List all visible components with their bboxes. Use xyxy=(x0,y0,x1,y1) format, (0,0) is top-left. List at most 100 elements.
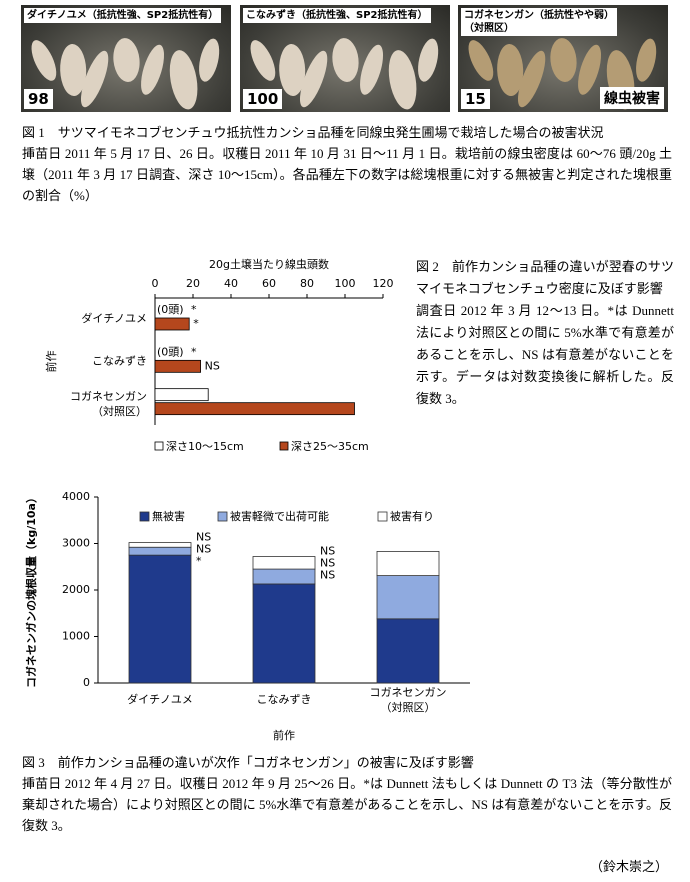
bar xyxy=(154,388,209,402)
caption-body: 挿苗日 2012 年 4 月 27 日。収穫日 2012 年 9 月 25～26… xyxy=(22,776,672,833)
tuber xyxy=(199,38,220,82)
author: （鈴木崇之） xyxy=(589,859,668,874)
figure-3-caption: 図 3 前作カンショ品種の違いが次作「コガネセンガン」の被害に及ぼす影響 挿苗日… xyxy=(22,752,672,836)
significance-label: NS xyxy=(196,543,211,556)
significance-label: NS xyxy=(205,359,220,372)
tuber xyxy=(388,50,417,110)
x-tick-label: 100 xyxy=(335,277,356,290)
tuber xyxy=(279,44,306,96)
x-tick-label: 40 xyxy=(224,277,238,290)
value-label: (0頭) xyxy=(157,303,184,316)
x-tick-label: コガネセンガン（対照区） xyxy=(370,686,447,714)
legend-swatch xyxy=(377,511,388,522)
panel-label: ダイチノユメ（抵抗性強、SP2抵抗性有） xyxy=(24,8,222,23)
legend-swatch xyxy=(154,441,164,451)
y-axis-title: コガネセンガンの塊根収量（kg/10a） xyxy=(24,492,38,688)
legend-swatch xyxy=(279,441,289,451)
panel-score: 15 xyxy=(461,89,490,109)
bar-segment xyxy=(252,583,316,684)
y-tick-label: 3000 xyxy=(62,537,90,550)
bar-segment xyxy=(376,618,440,684)
tuber xyxy=(418,38,439,82)
significance-label: NS xyxy=(320,557,335,570)
x-axis-title: 20g土壌当たり線虫頭数 xyxy=(209,257,329,271)
x-tick-label: 120 xyxy=(373,277,394,290)
legend-label: 深さ25～35cm xyxy=(291,440,369,453)
y-tick-label: 0 xyxy=(83,676,90,689)
tuber xyxy=(360,44,384,95)
tuber xyxy=(497,44,524,96)
panel-label: こなみずき（抵抗性強、SP2抵抗性有） xyxy=(243,8,431,23)
tuber xyxy=(636,38,657,82)
tuber xyxy=(113,38,140,82)
photo: ダイチノユメ（抵抗性強、SP2抵抗性有） 98 xyxy=(21,5,231,112)
legend-label: 深さ10～15cm xyxy=(166,440,244,453)
panel-note: 線虫被害 xyxy=(600,87,664,109)
bar-segment xyxy=(128,542,192,548)
bar-segment xyxy=(252,568,316,585)
tuber xyxy=(517,50,546,108)
figure-1-caption: 図 1 サツマイモネコブセンチュウ抵抗性カンショ品種を同線虫発生圃場で栽培した場… xyxy=(22,122,672,206)
tuber xyxy=(578,44,602,95)
bar xyxy=(154,402,355,416)
y-tick-label: ダイチノユメ xyxy=(81,311,147,325)
x-tick-label: 20 xyxy=(186,277,200,290)
legend-swatch xyxy=(139,511,150,522)
significance-label: * xyxy=(193,317,199,330)
photo: こなみずき（抵抗性強、SP2抵抗性有） 100 xyxy=(240,5,450,112)
caption-body: 挿苗日 2011 年 5 月 17 日、26 日。収穫日 2011 年 10 月… xyxy=(22,146,672,203)
figure-2-caption: 図 2 前作カンショ品種の違いが翌春のサツマイモネコブセンチュウ密度に及ぼす影響… xyxy=(416,256,674,410)
significance-label: NS xyxy=(320,569,335,582)
bar xyxy=(154,317,190,331)
x-tick-label: ダイチノユメ xyxy=(127,692,193,706)
x-tick-label: 60 xyxy=(262,277,276,290)
x-tick-label: 80 xyxy=(300,277,314,290)
significance-label: * xyxy=(196,555,202,568)
bar-segment xyxy=(128,546,192,556)
caption-title: 図 3 前作カンショ品種の違いが次作「コガネセンガン」の被害に及ぼす影響 xyxy=(22,755,474,770)
caption-title: 図 2 前作カンショ品種の違いが翌春のサツマイモネコブセンチュウ密度に及ぼす影響 xyxy=(416,259,674,296)
panel-score: 100 xyxy=(243,89,283,109)
tuber xyxy=(468,40,494,81)
panel-label: コガネセンガン（抵抗性やや弱） （対照区） xyxy=(461,8,617,36)
legend-label: 被害軽微で出荷可能 xyxy=(230,509,329,523)
panel-score: 98 xyxy=(24,89,53,109)
legend-label: 無被害 xyxy=(152,509,185,523)
bar xyxy=(154,359,201,373)
legend-label: 被害有り xyxy=(390,509,434,523)
bar-segment xyxy=(376,575,440,620)
bar-segment xyxy=(376,551,440,576)
bar-segment xyxy=(252,556,316,570)
x-tick-label: 0 xyxy=(152,277,159,290)
legend-swatch xyxy=(217,511,228,522)
tuber xyxy=(141,44,165,95)
tuber xyxy=(250,40,276,81)
value-label: (0頭) xyxy=(157,345,184,358)
y-tick-label: コガネセンガン（対照区） xyxy=(70,390,147,418)
bar-segment xyxy=(128,554,192,684)
significance-label: NS xyxy=(320,545,335,558)
significance-label: NS xyxy=(196,531,211,544)
tubers xyxy=(31,38,220,110)
tubers xyxy=(250,38,439,110)
tuber xyxy=(60,44,87,96)
significance-label: * xyxy=(191,303,197,316)
y-tick-label: 1000 xyxy=(62,630,90,643)
tuber xyxy=(550,38,577,82)
y-tick-label: 2000 xyxy=(62,583,90,596)
tuber xyxy=(332,38,359,82)
y-axis-title: 前作 xyxy=(44,351,58,373)
caption-title: 図 1 サツマイモネコブセンチュウ抵抗性カンショ品種を同線虫発生圃場で栽培した場… xyxy=(22,125,604,140)
y-tick-label: 4000 xyxy=(62,490,90,503)
x-tick-label: こなみずき xyxy=(257,693,312,706)
tuber xyxy=(31,40,57,81)
caption-body: 調査日 2012 年 3 月 12～13 日。*は Dunnett 法により対照… xyxy=(416,303,674,406)
photo: コガネセンガン（抵抗性やや弱） （対照区） 15 線虫被害 xyxy=(458,5,668,112)
y-tick-label: こなみずき xyxy=(92,355,147,368)
tuber xyxy=(299,50,328,108)
significance-label: * xyxy=(191,345,197,358)
tuber xyxy=(80,50,109,108)
x-axis-title: 前作 xyxy=(273,728,295,742)
